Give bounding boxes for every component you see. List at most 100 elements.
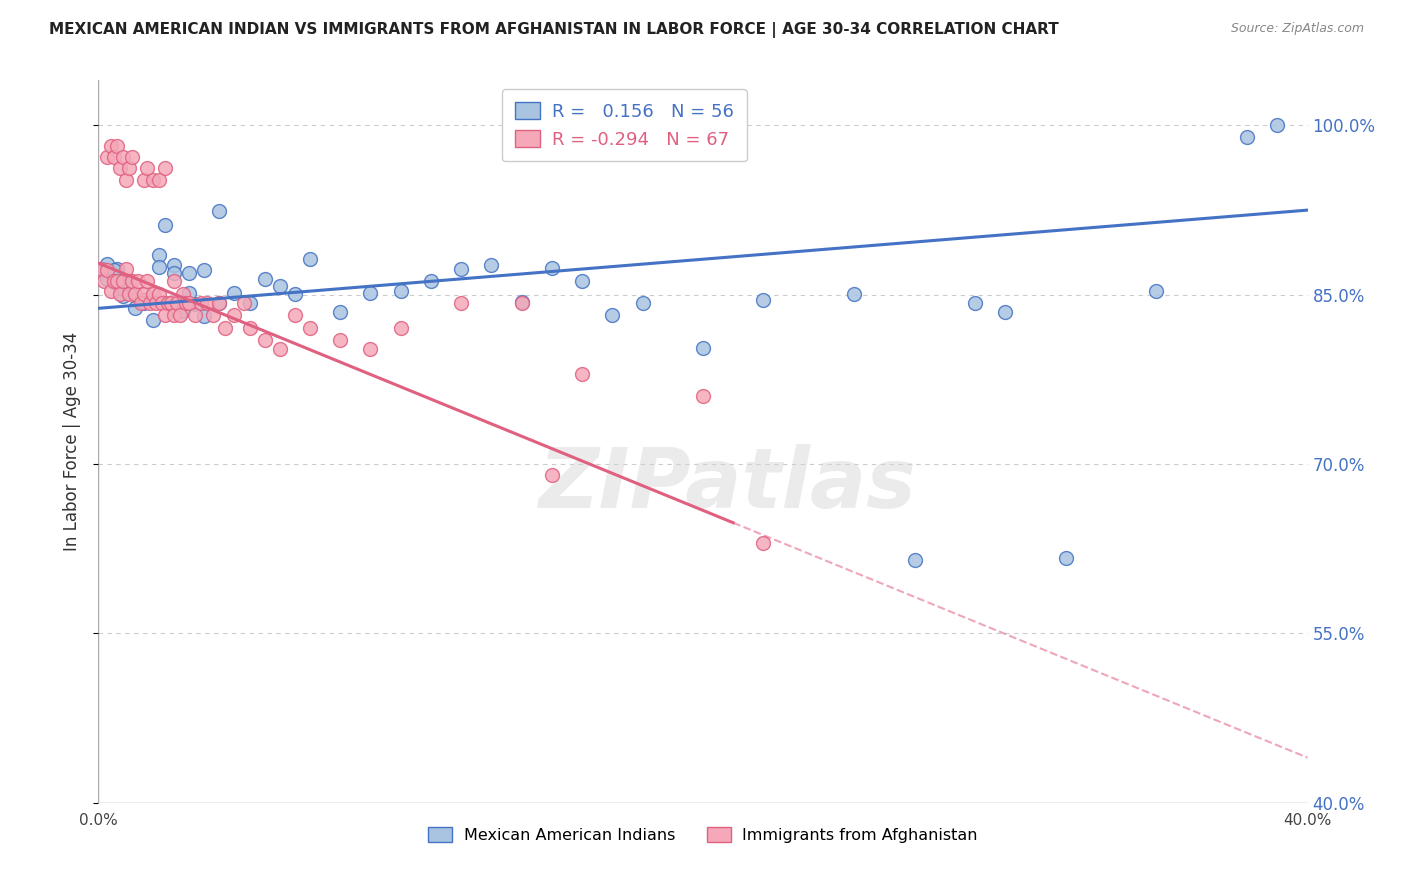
Point	[184, 297, 207, 311]
Point	[142, 286, 165, 301]
Point	[96, 150, 118, 164]
Point	[269, 278, 291, 293]
Point	[132, 286, 155, 301]
Point	[208, 204, 231, 219]
Point	[389, 285, 412, 299]
Point	[752, 293, 775, 308]
Point	[103, 276, 125, 290]
Point	[299, 252, 322, 266]
Point	[193, 310, 215, 324]
Point	[208, 295, 231, 310]
Point	[135, 161, 157, 176]
Point	[253, 272, 276, 286]
Point	[111, 150, 134, 164]
Point	[111, 289, 134, 303]
Point	[994, 304, 1017, 318]
Point	[121, 150, 143, 164]
Point	[1054, 550, 1077, 565]
Point	[284, 286, 307, 301]
Point	[135, 274, 157, 288]
Point	[692, 389, 714, 403]
Point	[124, 286, 146, 301]
Point	[1144, 285, 1167, 299]
Point	[96, 257, 118, 271]
Point	[224, 285, 246, 300]
Point	[269, 342, 291, 356]
Point	[142, 312, 165, 326]
Point	[224, 308, 246, 322]
Point	[844, 286, 866, 301]
Legend: Mexican American Indians, Immigrants from Afghanistan: Mexican American Indians, Immigrants fro…	[422, 820, 984, 849]
Point	[329, 304, 352, 318]
Point	[132, 172, 155, 186]
Point	[965, 295, 987, 310]
Point	[90, 261, 112, 276]
Point	[360, 342, 382, 356]
Point	[510, 295, 533, 310]
Point	[93, 261, 115, 276]
Y-axis label: In Labor Force | Age 30-34: In Labor Force | Age 30-34	[63, 332, 82, 551]
Point	[96, 263, 118, 277]
Point	[108, 286, 131, 301]
Point	[571, 367, 593, 381]
Point	[103, 274, 125, 288]
Point	[114, 172, 136, 186]
Point	[166, 295, 188, 310]
Point	[179, 285, 201, 300]
Point	[145, 295, 167, 310]
Point	[121, 274, 143, 288]
Point	[202, 308, 225, 322]
Point	[124, 301, 146, 316]
Point	[214, 320, 236, 334]
Point	[179, 266, 201, 280]
Point	[100, 266, 122, 280]
Point	[481, 259, 503, 273]
Point	[150, 295, 173, 310]
Point	[148, 172, 170, 186]
Point	[153, 161, 176, 176]
Point	[510, 294, 533, 309]
Point	[103, 263, 125, 277]
Point	[163, 308, 186, 322]
Point	[114, 261, 136, 276]
Point	[100, 138, 122, 153]
Point	[172, 286, 194, 301]
Point	[450, 295, 472, 310]
Point	[96, 272, 118, 286]
Text: MEXICAN AMERICAN INDIAN VS IMMIGRANTS FROM AFGHANISTAN IN LABOR FORCE | AGE 30-3: MEXICAN AMERICAN INDIAN VS IMMIGRANTS FR…	[49, 22, 1059, 38]
Point	[132, 293, 155, 308]
Point	[284, 308, 307, 322]
Point	[153, 308, 176, 322]
Point	[329, 333, 352, 347]
Point	[90, 266, 112, 280]
Point	[100, 285, 122, 299]
Point	[93, 274, 115, 288]
Point	[193, 263, 215, 277]
Point	[163, 259, 186, 273]
Point	[108, 281, 131, 295]
Point	[118, 274, 141, 288]
Point	[571, 274, 593, 288]
Text: Source: ZipAtlas.com: Source: ZipAtlas.com	[1230, 22, 1364, 36]
Text: ZIPatlas: ZIPatlas	[538, 444, 917, 525]
Point	[239, 295, 262, 310]
Point	[1236, 129, 1258, 144]
Point	[127, 274, 149, 288]
Point	[172, 303, 194, 318]
Point	[105, 261, 128, 276]
Point	[129, 295, 152, 310]
Point	[132, 295, 155, 310]
Point	[148, 248, 170, 262]
Point	[631, 295, 654, 310]
Point	[174, 295, 197, 310]
Point	[904, 553, 927, 567]
Point	[105, 274, 128, 288]
Point	[118, 282, 141, 296]
Point	[389, 320, 412, 334]
Point	[253, 333, 276, 347]
Point	[752, 536, 775, 550]
Point	[208, 295, 231, 310]
Point	[163, 274, 186, 288]
Point	[156, 295, 179, 310]
Point	[118, 161, 141, 176]
